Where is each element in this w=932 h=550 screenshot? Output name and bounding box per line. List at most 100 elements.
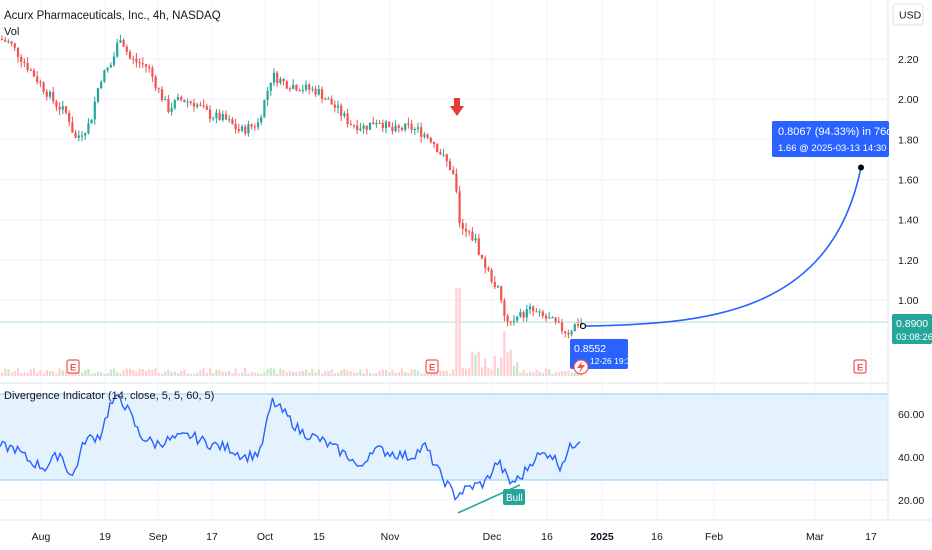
candle <box>548 311 551 319</box>
currency-button[interactable]: USD <box>892 3 924 26</box>
volume-bar <box>128 368 132 376</box>
volume-bar <box>138 368 141 376</box>
volume-bar <box>336 372 340 376</box>
volume-bar <box>71 371 74 376</box>
candle <box>253 123 256 131</box>
candle <box>112 52 116 67</box>
volume-bar <box>439 370 442 376</box>
volume-bar <box>4 368 7 376</box>
time-tick-label: 2025 <box>590 531 614 543</box>
indicator-axis[interactable]: 60.00 40.00 20.00 <box>898 409 924 507</box>
candle <box>58 102 61 115</box>
candlestick-series[interactable] <box>0 34 583 339</box>
candle <box>231 117 234 125</box>
candle <box>448 158 452 171</box>
candle <box>516 316 519 323</box>
candle <box>103 69 106 83</box>
candle <box>375 119 378 128</box>
candle <box>13 42 16 52</box>
candle <box>455 168 458 194</box>
candle <box>260 114 263 126</box>
volume-bar <box>180 370 183 376</box>
volume-bar <box>16 368 20 376</box>
volume-bar <box>189 373 192 376</box>
volume-bar <box>29 369 32 376</box>
volume-bar <box>282 369 285 376</box>
candle <box>493 276 496 290</box>
candle <box>215 108 218 124</box>
volume-bar <box>570 372 573 376</box>
volume-bar <box>468 367 471 376</box>
time-tick-label: 15 <box>313 531 325 543</box>
candle <box>560 318 564 335</box>
candle <box>484 255 487 274</box>
current-price-badge[interactable]: 0.8900 03:08:26 <box>892 314 932 344</box>
candle <box>288 86 292 92</box>
volume-bar <box>304 369 308 376</box>
candle <box>432 141 436 149</box>
projection-start-dot[interactable] <box>579 322 587 330</box>
volume-bar <box>413 369 416 376</box>
candle <box>151 65 154 83</box>
volume-bar <box>458 288 461 376</box>
candle <box>468 229 471 236</box>
volume-bar <box>365 368 368 376</box>
volume-bar <box>106 373 109 376</box>
volume-bar <box>132 369 135 376</box>
volume-bar <box>432 372 436 376</box>
bull-label[interactable]: Bull <box>503 489 525 505</box>
volume-bar <box>567 370 570 376</box>
candle <box>80 130 84 142</box>
volume-bar <box>151 369 154 376</box>
volume-bar <box>480 367 484 376</box>
price-tick-label: 1.80 <box>898 134 919 146</box>
indicator-series[interactable] <box>0 394 581 501</box>
candle <box>439 148 442 156</box>
earnings-e-icon[interactable]: E <box>425 359 439 374</box>
candle <box>416 122 420 134</box>
volume-bar <box>400 368 404 376</box>
candle <box>477 233 480 256</box>
volume-bar <box>141 369 144 376</box>
time-tick-label: 19 <box>99 531 111 543</box>
price-tick-label: 1.00 <box>898 295 919 307</box>
volume-bar <box>234 368 237 376</box>
candle <box>269 82 272 96</box>
volume-bar <box>375 373 378 376</box>
projection-label-line1: 0.8067 (94.33%) in 76d 19h <box>778 126 914 138</box>
time-tick-label: Oct <box>257 531 273 543</box>
volume-bar <box>340 369 343 376</box>
candle <box>567 329 570 339</box>
current-price-countdown: 03:08:26 <box>896 332 932 343</box>
volume-bar <box>404 372 407 376</box>
earnings-e-icon[interactable]: E <box>853 359 867 374</box>
candle <box>196 102 199 109</box>
candle <box>346 108 349 128</box>
volume-bar <box>135 371 138 376</box>
volume-bar <box>359 369 362 376</box>
projection-label[interactable]: 0.8067 (94.33%) in 76d 19h 1.66 @ 2025-0… <box>772 121 914 157</box>
candle <box>42 81 45 95</box>
earnings-e-icon[interactable]: E <box>66 359 80 374</box>
candle <box>519 308 522 319</box>
time-axis[interactable]: Aug 19 Sep 17 Oct 15 Nov Dec 16 2025 16 Feb Mar 17 <box>32 531 877 543</box>
projection-curve[interactable] <box>582 167 862 327</box>
volume-bar <box>455 288 458 376</box>
price-axis[interactable]: 2.20 2.00 1.80 1.60 1.40 1.20 1.00 <box>898 54 919 307</box>
time-tick-label: 17 <box>865 531 877 543</box>
candle <box>84 132 87 140</box>
volume-bar <box>7 369 10 376</box>
indicator-line[interactable] <box>0 394 581 501</box>
candle <box>445 153 448 167</box>
volume-bar <box>308 372 311 376</box>
candle <box>429 136 432 144</box>
volume-bar <box>154 368 157 376</box>
projection-end-dot[interactable] <box>858 164 864 171</box>
candle <box>228 114 231 123</box>
volume-label: Vol <box>4 26 19 38</box>
svg-text:E: E <box>70 363 76 374</box>
volume-bar <box>260 373 263 376</box>
dividend-lightning-icon[interactable] <box>573 359 589 375</box>
candle <box>340 103 343 122</box>
